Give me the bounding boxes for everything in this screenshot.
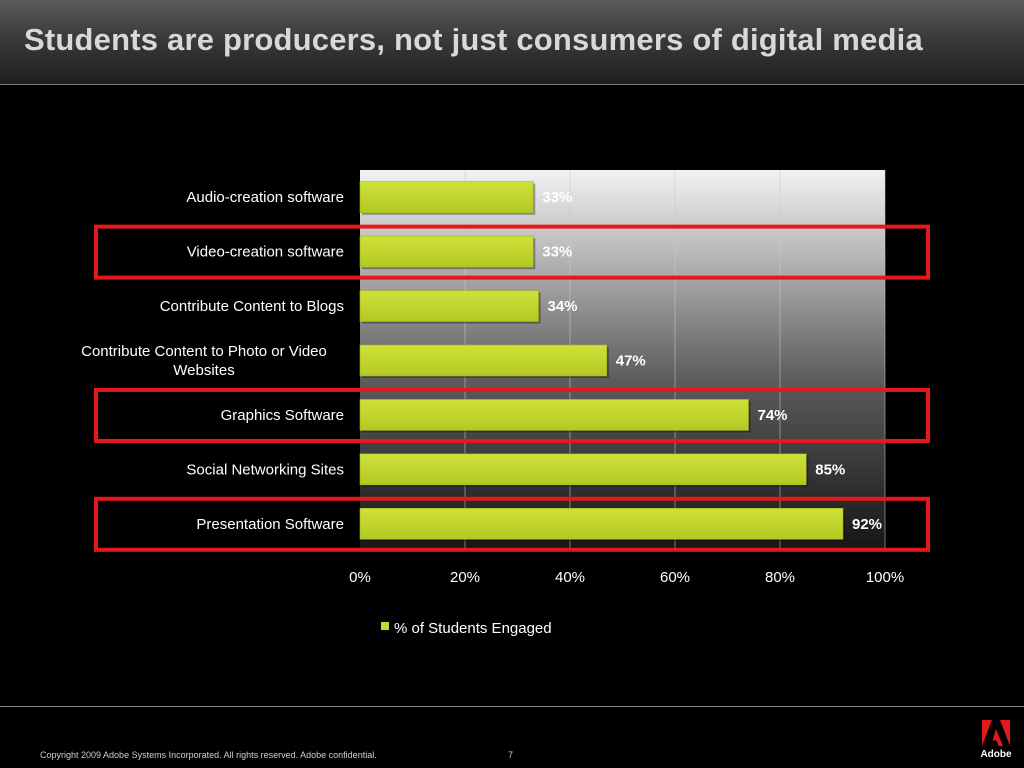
highlight-box	[94, 387, 930, 443]
bar	[359, 235, 534, 268]
bar	[359, 507, 844, 540]
category-label: Social Networking Sites	[186, 461, 344, 478]
data-label: 47%	[616, 353, 646, 370]
data-label: 92%	[852, 516, 882, 533]
data-label: 33%	[542, 189, 572, 206]
data-label: 33%	[542, 244, 572, 261]
x-axis-tick-labels: 0% 20% 40% 60% 80% 100%	[349, 569, 904, 586]
x-tick-label: 60%	[660, 569, 690, 586]
data-label: 34%	[548, 298, 578, 315]
highlight-box	[94, 496, 930, 552]
category-label: Video-creation software	[187, 244, 344, 261]
data-labels: 33% 33% 34% 47% 74% 85% 92%	[542, 189, 882, 533]
x-tick-label: 0%	[349, 569, 371, 586]
legend-label: % of Students Engaged	[394, 620, 552, 637]
category-labels: Audio-creation software Video-creation so…	[81, 189, 344, 533]
title-bar	[0, 0, 1024, 84]
data-label: 74%	[758, 407, 788, 424]
bar	[359, 181, 534, 214]
title-divider	[0, 84, 1024, 85]
footer-divider	[0, 706, 1024, 707]
category-label: Contribute Content to Blogs	[160, 298, 344, 315]
data-label: 85%	[815, 461, 845, 478]
adobe-logo-text: Adobe	[980, 749, 1012, 760]
bar	[359, 344, 608, 377]
category-label: Presentation Software	[196, 516, 344, 533]
category-label: Contribute Content to Photo or Video Webs…	[81, 343, 327, 379]
copyright-notice: Copyright 2009 Adobe Systems Incorporate…	[40, 750, 377, 760]
bar	[359, 290, 539, 322]
page-number: 7	[508, 750, 514, 760]
legend: % of Students Engaged	[381, 620, 552, 637]
x-tick-label: 80%	[765, 569, 795, 586]
highlight-boxes	[94, 224, 930, 552]
adobe-logo-icon	[982, 720, 1010, 746]
bar	[359, 453, 807, 486]
bar	[359, 399, 749, 431]
x-tick-label: 40%	[555, 569, 585, 586]
category-label: Audio-creation software	[186, 189, 344, 206]
x-tick-label: 20%	[450, 569, 480, 586]
category-label: Graphics Software	[221, 407, 344, 424]
legend-swatch	[381, 622, 389, 630]
slide-title: Students are producers, not just consume…	[24, 22, 923, 57]
x-tick-label: 100%	[866, 569, 904, 586]
bars	[359, 181, 845, 542]
highlight-box	[94, 224, 930, 280]
